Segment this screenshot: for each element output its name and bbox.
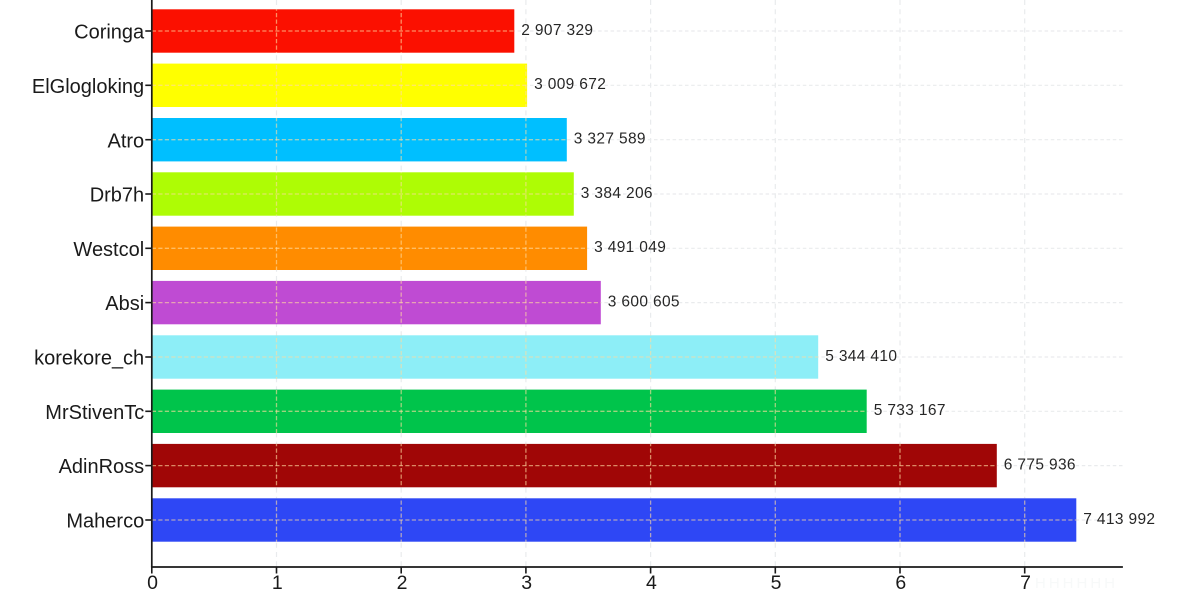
svg-text:6: 6 bbox=[895, 572, 906, 594]
svg-text:3: 3 bbox=[521, 572, 532, 594]
svg-text:3 009 672: 3 009 672 bbox=[534, 76, 606, 93]
svg-text:ElGlogloking: ElGlogloking bbox=[32, 76, 144, 98]
svg-text:2 907 329: 2 907 329 bbox=[521, 22, 593, 39]
svg-text:Westcol: Westcol bbox=[73, 239, 144, 261]
svg-text:5: 5 bbox=[771, 572, 782, 594]
svg-text:korekore_ch: korekore_ch bbox=[34, 348, 144, 370]
svg-text:3 327 589: 3 327 589 bbox=[574, 131, 646, 148]
svg-text:3 384 206: 3 384 206 bbox=[581, 185, 653, 202]
svg-text:Drb7h: Drb7h bbox=[90, 185, 144, 207]
svg-text:MrStivenTc: MrStivenTc bbox=[45, 402, 144, 424]
svg-text:7: 7 bbox=[1020, 572, 1031, 594]
svg-text:Atro: Atro bbox=[108, 130, 145, 152]
svg-text:HHHHHH: HHHHHH bbox=[1035, 575, 1118, 592]
svg-text:2: 2 bbox=[397, 572, 408, 594]
svg-text:3 600 605: 3 600 605 bbox=[608, 294, 680, 311]
svg-text:Coringa: Coringa bbox=[74, 22, 145, 44]
svg-text:Maherco: Maherco bbox=[66, 511, 144, 533]
svg-text:5 344 410: 5 344 410 bbox=[825, 348, 897, 365]
svg-text:6 775 936: 6 775 936 bbox=[1004, 457, 1076, 474]
svg-text:Absi: Absi bbox=[105, 293, 144, 315]
svg-text:4: 4 bbox=[646, 572, 657, 594]
svg-text:0: 0 bbox=[147, 572, 158, 594]
svg-text:3 491 049: 3 491 049 bbox=[594, 239, 666, 256]
svg-text:5 733 167: 5 733 167 bbox=[874, 402, 946, 419]
svg-text:1: 1 bbox=[272, 572, 283, 594]
svg-text:7 413 992: 7 413 992 bbox=[1083, 511, 1155, 528]
svg-text:AdinRoss: AdinRoss bbox=[59, 456, 145, 478]
